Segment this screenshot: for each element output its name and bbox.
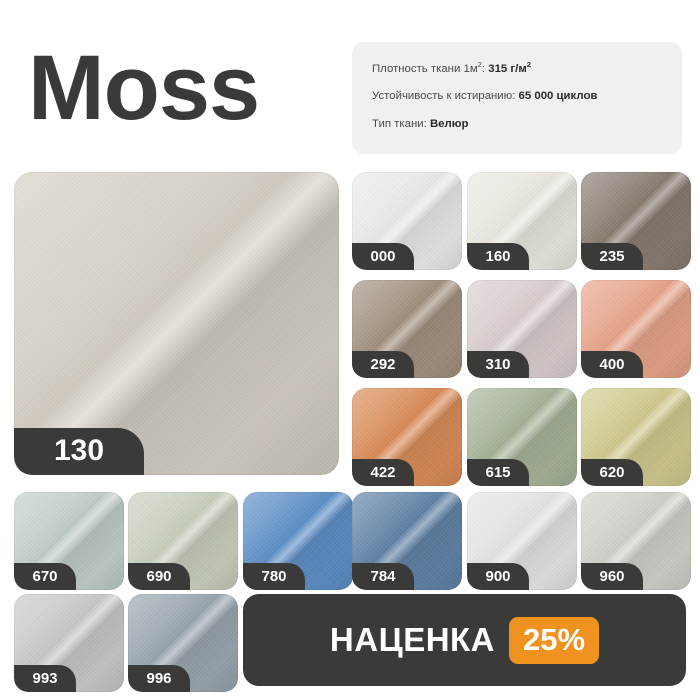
swatch-code-badge: 900 xyxy=(467,563,529,590)
swatch-235[interactable]: 235 xyxy=(581,172,691,270)
swatch-615[interactable]: 615 xyxy=(467,388,577,486)
swatch-code-badge: 422 xyxy=(352,459,414,486)
spec-separator: : xyxy=(423,117,430,130)
swatch-000[interactable]: 000 xyxy=(352,172,462,270)
header: Moss Плотность ткани 1м2: 315 г/м2 Устой… xyxy=(0,0,700,168)
fabric-fold-shading xyxy=(14,172,339,475)
swatch-960[interactable]: 960 xyxy=(581,492,691,590)
markup-banner: НАЦЕНКА 25% xyxy=(243,594,686,686)
swatch-620[interactable]: 620 xyxy=(581,388,691,486)
swatch-670[interactable]: 670 xyxy=(14,492,124,590)
swatch-code-badge: 670 xyxy=(14,563,76,590)
swatch-code-badge: 130 xyxy=(14,428,144,475)
swatch-code-badge: 996 xyxy=(128,665,190,692)
markup-percent-badge: 25% xyxy=(509,616,600,664)
swatch-code-badge: 615 xyxy=(467,459,529,486)
spec-value: Велюр xyxy=(429,117,469,130)
spec-value: 315 г/м xyxy=(488,62,527,75)
spec-key: Устойчивость к истиранию xyxy=(372,90,513,103)
swatch-780[interactable]: 780 xyxy=(243,492,353,590)
swatch-310[interactable]: 310 xyxy=(467,280,577,378)
spec-separator: : xyxy=(512,90,519,103)
fabric-grain xyxy=(14,172,339,475)
swatch-code-badge: 690 xyxy=(128,563,190,590)
markup-label: НАЦЕНКА xyxy=(329,621,496,658)
fabric-texture xyxy=(14,172,339,475)
hero-swatch[interactable]: 130 xyxy=(14,172,339,475)
swatch-code-badge: 993 xyxy=(14,665,76,692)
spec-key-superscript: 2 xyxy=(477,60,482,69)
swatch-code-badge: 160 xyxy=(467,243,529,270)
swatch-code-badge: 235 xyxy=(581,243,643,270)
page-title: Moss xyxy=(28,37,260,139)
spec-key: Плотность ткани 1м xyxy=(372,62,478,75)
swatch-400[interactable]: 400 xyxy=(581,280,691,378)
swatch-900[interactable]: 900 xyxy=(467,492,577,590)
swatch-784[interactable]: 784 xyxy=(352,492,462,590)
spec-row: Устойчивость к истиранию: 65 000 циклов xyxy=(372,91,664,102)
spec-row: Тип ткани: Велюр xyxy=(372,117,664,130)
swatch-160[interactable]: 160 xyxy=(467,172,577,270)
swatch-code-badge: 620 xyxy=(581,459,643,486)
spec-separator: : xyxy=(481,62,489,75)
swatch-422[interactable]: 422 xyxy=(352,388,462,486)
swatch-993[interactable]: 993 xyxy=(14,594,124,692)
spec-value: 65 000 циклов xyxy=(518,90,598,103)
swatch-code-badge: 292 xyxy=(352,351,414,378)
swatch-996[interactable]: 996 xyxy=(128,594,238,692)
swatch-690[interactable]: 690 xyxy=(128,492,238,590)
swatch-code-badge: 784 xyxy=(352,563,414,590)
swatch-code-badge: 310 xyxy=(467,351,529,378)
spec-row: Плотность ткани 1м2: 315 г/м2 xyxy=(372,61,664,75)
specifications-card: Плотность ткани 1м2: 315 г/м2 Устойчивос… xyxy=(352,42,682,154)
swatch-292[interactable]: 292 xyxy=(352,280,462,378)
spec-key: Тип ткани xyxy=(372,117,424,130)
spec-value-superscript: 2 xyxy=(526,60,531,69)
swatch-code-badge: 400 xyxy=(581,351,643,378)
swatch-code-badge: 960 xyxy=(581,563,643,590)
swatch-code-badge: 780 xyxy=(243,563,305,590)
swatch-code-badge: 000 xyxy=(352,243,414,270)
